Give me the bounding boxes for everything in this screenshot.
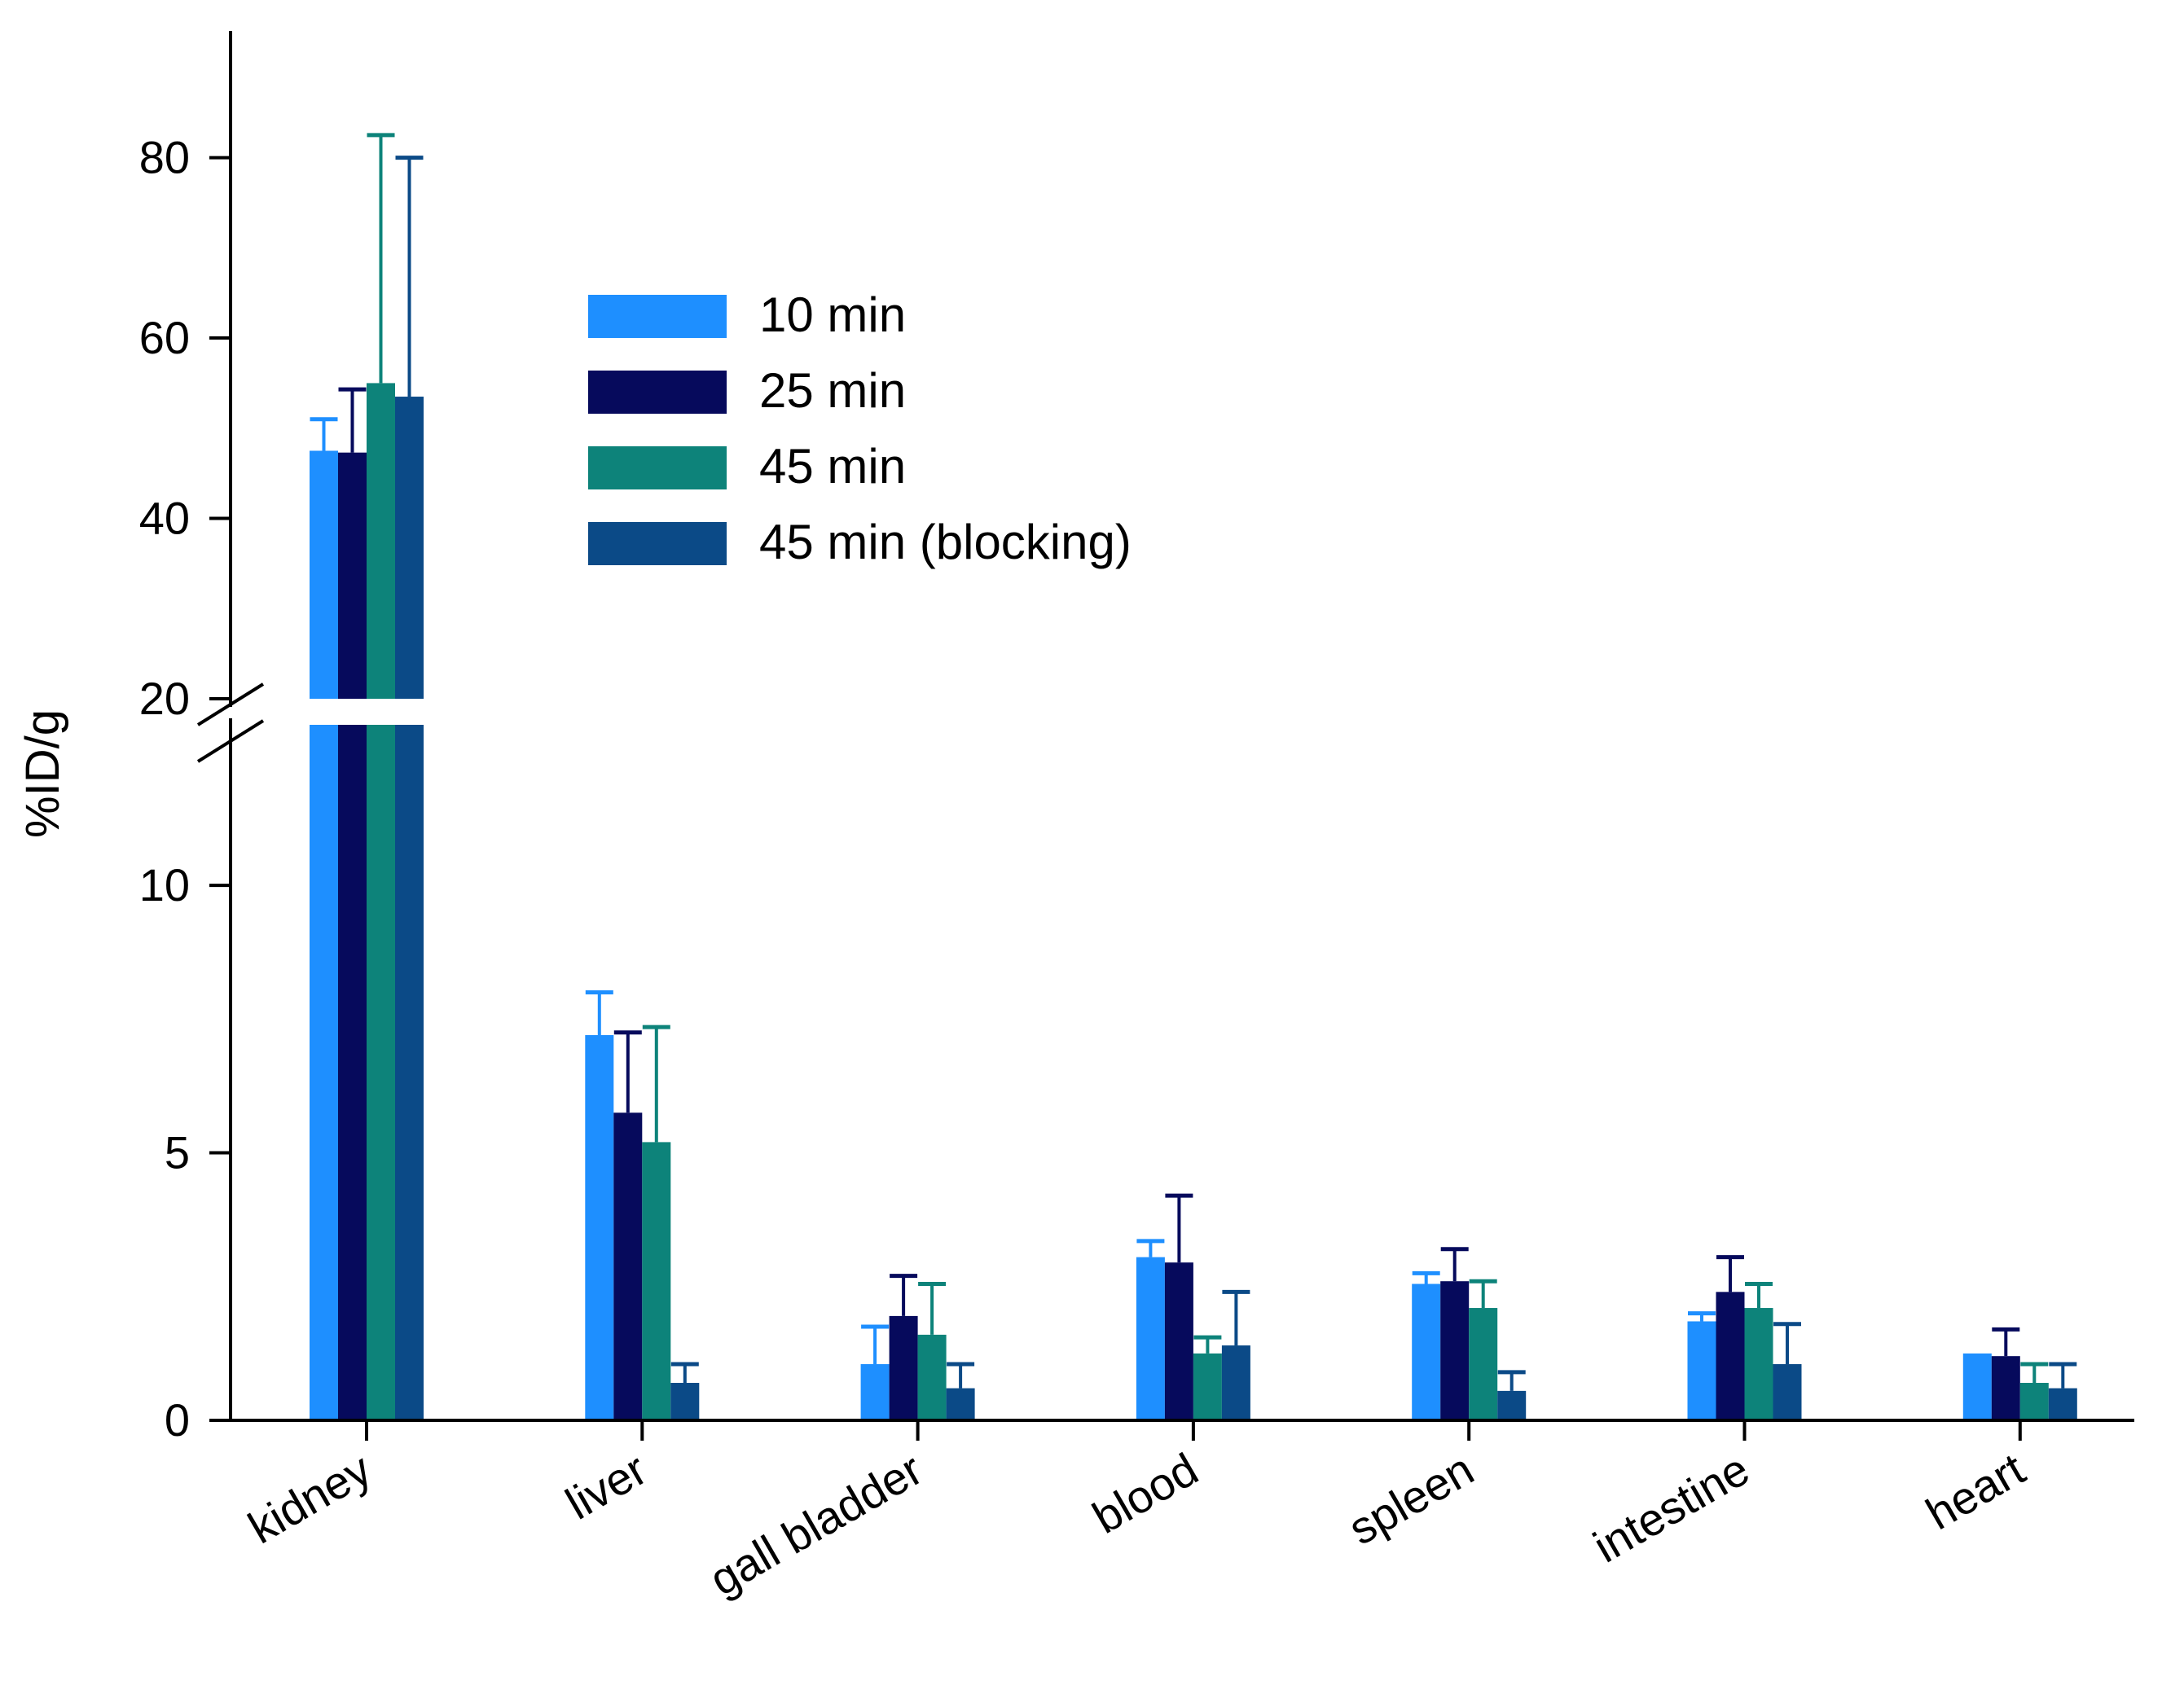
bar-heart-s0 <box>1962 1353 1992 1420</box>
errorbar-blood-s1 <box>1165 1193 1193 1263</box>
errorbar-blood-s0 <box>1136 1239 1165 1257</box>
bar-blood-s0 <box>1136 1257 1165 1420</box>
errorbar-gall-bladder-s2 <box>918 1281 947 1335</box>
errorbar-gall-bladder-s3 <box>947 1362 975 1389</box>
y-tick-label: 10 <box>139 859 190 911</box>
errorbar-gall-bladder-s1 <box>890 1274 918 1316</box>
bar-kidney-s1-upper <box>338 452 367 699</box>
y-tick-label: 40 <box>139 493 190 544</box>
legend-swatch <box>588 522 727 565</box>
errorbar-kidney-s0 <box>310 417 338 451</box>
legend: 10 min 25 min 45 min 45 min (blocking) <box>588 287 1132 569</box>
legend-swatch <box>588 295 727 338</box>
errorbar-liver-s0 <box>585 990 613 1036</box>
x-tick-label: heart <box>1918 1443 2033 1540</box>
legend-label: 45 min (blocking) <box>759 515 1132 569</box>
bar-gall-bladder-s3 <box>946 1388 975 1420</box>
bars-layer <box>310 383 2077 1420</box>
errorbar-liver-s2 <box>642 1025 670 1143</box>
errorbar-spleen-s2 <box>1469 1279 1497 1309</box>
bar-intestine-s2 <box>1744 1308 1773 1420</box>
bar-kidney-s3 <box>395 725 424 1420</box>
y-tick-label: 0 <box>165 1394 190 1446</box>
y-tick-label: 5 <box>165 1127 190 1178</box>
y-tick-label: 20 <box>139 673 190 724</box>
errorbars-layer <box>310 133 2077 1391</box>
bar-spleen-s2 <box>1469 1308 1498 1420</box>
errorbar-kidney-s1 <box>338 387 367 453</box>
errorbar-intestine-s0 <box>1688 1311 1716 1322</box>
errorbar-intestine-s2 <box>1745 1281 1773 1309</box>
bar-spleen-s0 <box>1412 1284 1441 1420</box>
bar-kidney-s3-upper <box>395 397 424 699</box>
errorbar-liver-s3 <box>670 1362 699 1384</box>
bar-kidney-s0-upper <box>310 450 338 699</box>
bar-blood-s2 <box>1193 1353 1222 1420</box>
y-tick-label: 60 <box>139 312 190 363</box>
bar-gall-bladder-s0 <box>860 1364 890 1420</box>
bar-heart-s3 <box>2048 1388 2077 1420</box>
errorbar-blood-s2 <box>1193 1335 1222 1354</box>
errorbar-intestine-s3 <box>1773 1322 1801 1365</box>
errorbar-heart-s3 <box>2049 1362 2077 1389</box>
bar-blood-s1 <box>1164 1262 1193 1420</box>
bar-liver-s0 <box>585 1035 614 1420</box>
x-tick-label: spleen <box>1340 1443 1482 1555</box>
errorbar-spleen-s0 <box>1412 1270 1440 1284</box>
bar-kidney-s0 <box>310 725 338 1420</box>
errorbar-kidney-s2 <box>367 133 395 384</box>
bar-kidney-s2-upper <box>367 383 395 699</box>
x-tick-label: intestine <box>1584 1443 1757 1573</box>
legend-swatch <box>588 371 727 414</box>
legend-label: 10 min <box>759 287 906 342</box>
errorbar-intestine-s1 <box>1716 1255 1744 1292</box>
bar-spleen-s3 <box>1497 1390 1527 1420</box>
bar-kidney-s2 <box>367 725 395 1420</box>
x-tick-label: gall bladder <box>701 1443 930 1605</box>
errorbar-heart-s1 <box>1992 1327 2020 1357</box>
legend-label: 25 min <box>759 363 906 418</box>
bar-kidney-s1 <box>338 725 367 1420</box>
bar-liver-s2 <box>642 1142 671 1420</box>
y-tick-label: 80 <box>139 132 190 183</box>
legend-swatch <box>588 446 727 489</box>
errorbar-gall-bladder-s0 <box>861 1324 890 1365</box>
bar-spleen-s1 <box>1440 1281 1470 1420</box>
axis-break-mark <box>196 719 265 763</box>
bar-liver-s1 <box>613 1112 643 1420</box>
bar-heart-s2 <box>2019 1383 2049 1420</box>
x-tick-label: kidney <box>239 1443 380 1553</box>
bar-gall-bladder-s2 <box>917 1334 947 1420</box>
x-tick-label: liver <box>557 1443 655 1529</box>
bar-intestine-s1 <box>1716 1292 1745 1420</box>
errorbar-kidney-s3 <box>395 156 424 397</box>
bar-liver-s3 <box>670 1383 700 1420</box>
bar-heart-s1 <box>1991 1356 2020 1420</box>
bar-intestine-s3 <box>1773 1364 1802 1420</box>
bar-blood-s3 <box>1221 1345 1250 1420</box>
errorbar-heart-s2 <box>2020 1362 2049 1384</box>
axis-break-mark <box>196 682 265 726</box>
errorbar-blood-s3 <box>1222 1289 1250 1346</box>
errorbar-liver-s1 <box>613 1030 642 1113</box>
errorbar-spleen-s1 <box>1440 1247 1469 1282</box>
x-tick-label: blood <box>1084 1443 1206 1543</box>
bar-gall-bladder-s1 <box>889 1315 918 1420</box>
errorbar-spleen-s3 <box>1497 1370 1526 1391</box>
y-axis-label: %ID/g <box>16 709 69 838</box>
bar-intestine-s0 <box>1687 1321 1716 1420</box>
legend-label: 45 min <box>759 439 906 494</box>
